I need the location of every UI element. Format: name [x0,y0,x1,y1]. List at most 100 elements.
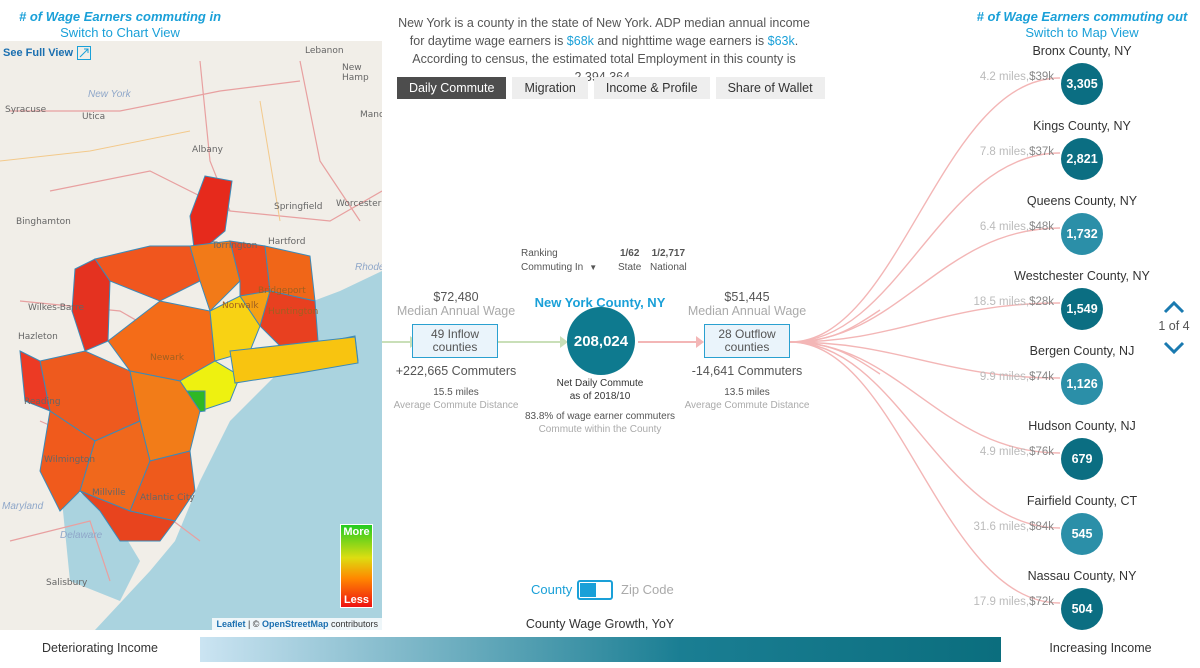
map-label: Wilkes-Barre [28,303,85,313]
map-canvas [0,41,382,630]
outflow-county-circle[interactable]: 3,305 [1061,63,1103,105]
map-label: New York [88,89,131,100]
wage-growth-gradient [200,637,1001,662]
tab-income-profile[interactable]: Income & Profile [593,77,710,99]
outflow-miles: 13.5 miles [724,387,770,398]
deteriorating-income-label: Deteriorating Income [41,641,159,655]
outflow-county-miles: 4.9 miles, [979,446,1030,458]
tab-daily-commute[interactable]: Daily Commute [397,77,507,99]
map-label: Norwalk [222,301,259,311]
caret-down-icon: ▼ [589,263,598,272]
outflow-county-stats: 18.5 miles,$28k [944,296,1054,308]
legend-less-label: Less [343,594,370,606]
county-intro: New York is a county in the state of New… [392,14,816,86]
inflow-column: $72,480 Median Annual Wage [386,290,526,318]
outflow-county-wage: $74k [1029,371,1054,383]
outflow-county-circle[interactable]: 1,732 [1061,213,1103,255]
map-label: Torrington [212,241,258,251]
county-toggle-label[interactable]: County [531,582,573,597]
outflow-county-stats: 17.9 miles,$72k [944,596,1054,608]
map-label: Millville [92,488,126,498]
outflow-county-miles: 18.5 miles, [973,296,1030,308]
map-label: Huntington [268,307,319,317]
wage-growth-title: County Wage Growth, YoY [525,617,675,631]
national-rank-value: 1/2,717 [651,248,686,259]
state-rank-label: State [618,262,642,273]
map-label: Utica [82,112,106,122]
see-full-view-button[interactable]: See Full View [3,46,92,60]
outflow-county-miles: 9.9 miles, [979,371,1030,383]
outflow-county-name: Queens County, NY [1026,194,1138,208]
outflow-county-wage: $72k [1029,596,1054,608]
switch-to-map-link[interactable]: Switch to Map View [1025,25,1139,40]
outflow-county-miles: 4.2 miles, [979,71,1030,83]
county-map[interactable]: Lebanon New Hamp New York Syracuse Utica… [0,41,382,630]
leaflet-link[interactable]: Leaflet [216,619,246,629]
inflow-wage-value: $72,480 [433,290,479,304]
osm-link[interactable]: OpenStreetMap [261,619,329,629]
outflow-county-miles: 17.9 miles, [973,596,1030,608]
ranking-block: Ranking Commuting In ▼ [521,247,597,275]
outflow-county-name: Westchester County, NY [1014,269,1150,283]
within-county-pct: 83.8% of wage earner commuters [524,411,676,422]
outflow-county-stats: 4.2 miles,$39k [944,71,1054,83]
state-rank: 1/62 State [618,247,641,275]
night-wage-value: $63k [767,34,795,48]
view-tabs: Daily Commute Migration Income & Profile… [397,77,825,99]
national-rank-label: National [650,262,687,273]
map-attribution: Leaflet | © OpenStreetMap contributors [212,618,382,630]
outflow-counties-box[interactable]: 28 Outflow counties [704,324,790,358]
inflow-counties-box[interactable]: 49 Inflow counties [412,324,498,358]
increasing-income-label: Increasing Income [1049,641,1152,655]
outflow-county-name: Fairfield County, CT [1026,494,1138,508]
outflow-county-circle[interactable]: 545 [1061,513,1103,555]
map-label: Lebanon [305,46,344,56]
delaware-bay [60,481,140,601]
outflow-title: # of Wage Earners commuting out [976,9,1188,24]
outflow-county-circle[interactable]: 679 [1061,438,1103,480]
outflow-county-miles: 7.8 miles, [979,146,1030,158]
outflow-county-circle[interactable]: 1,126 [1061,363,1103,405]
ranking-label: Ranking [521,248,558,259]
long-island [229,336,359,384]
outflow-county-circle[interactable]: 1,549 [1061,288,1103,330]
intro-mid: and nighttime wage earners is [593,34,768,48]
map-label: New Hamp [342,63,369,83]
outflow-column: $51,445 Median Annual Wage [677,290,817,318]
flow-lines [382,77,1061,604]
see-full-view-label: See Full View [3,47,74,59]
county-zip-toggle[interactable] [577,580,613,600]
tab-share-of-wallet[interactable]: Share of Wallet [715,77,825,99]
zip-code-toggle-label[interactable]: Zip Code [621,582,674,597]
outflow-distance: 13.5 miles Average Commute Distance [677,386,817,412]
map-label: Binghamton [16,217,71,227]
map-label: Springfield [274,202,323,212]
map-label: Wilmington [44,455,96,465]
map-label: Manc [360,110,382,120]
outflow-county-circle[interactable]: 504 [1061,588,1103,630]
ranking-dropdown[interactable]: Commuting In ▼ [521,261,597,275]
map-label: Delaware [60,530,103,541]
net-commute-circle[interactable]: 208,024 [567,307,635,375]
outflow-county-name: Bronx County, NY [1032,44,1132,58]
map-label: Albany [192,145,223,155]
map-label: Hazleton [18,332,58,342]
outflow-county-circle[interactable]: 2,821 [1061,138,1103,180]
chevron-up-icon[interactable] [1163,300,1185,314]
inflow-miles-label: Average Commute Distance [393,400,519,411]
tab-migration[interactable]: Migration [512,77,588,99]
outflow-county-wage: $48k [1029,221,1054,233]
outflow-county-miles: 31.6 miles, [973,521,1030,533]
outflow-miles-label: Average Commute Distance [684,400,810,411]
switch-to-chart-link[interactable]: Switch to Chart View [60,25,180,40]
outflow-county-stats: 4.9 miles,$76k [944,446,1054,458]
map-label: Reading [24,397,61,407]
chevron-down-icon[interactable] [1163,341,1185,355]
net-commute-label: Net Daily Commute as of 2018/10 [520,377,680,403]
outflow-wage-label: Median Annual Wage [687,304,807,318]
outflow-county-wage: $37k [1029,146,1054,158]
outflow-county-wage: $39k [1029,71,1054,83]
outflow-county-name: Bergen County, NJ [1029,344,1135,358]
outflow-county-stats: 7.8 miles,$37k [944,146,1054,158]
attrib-sep: | © [245,619,262,629]
